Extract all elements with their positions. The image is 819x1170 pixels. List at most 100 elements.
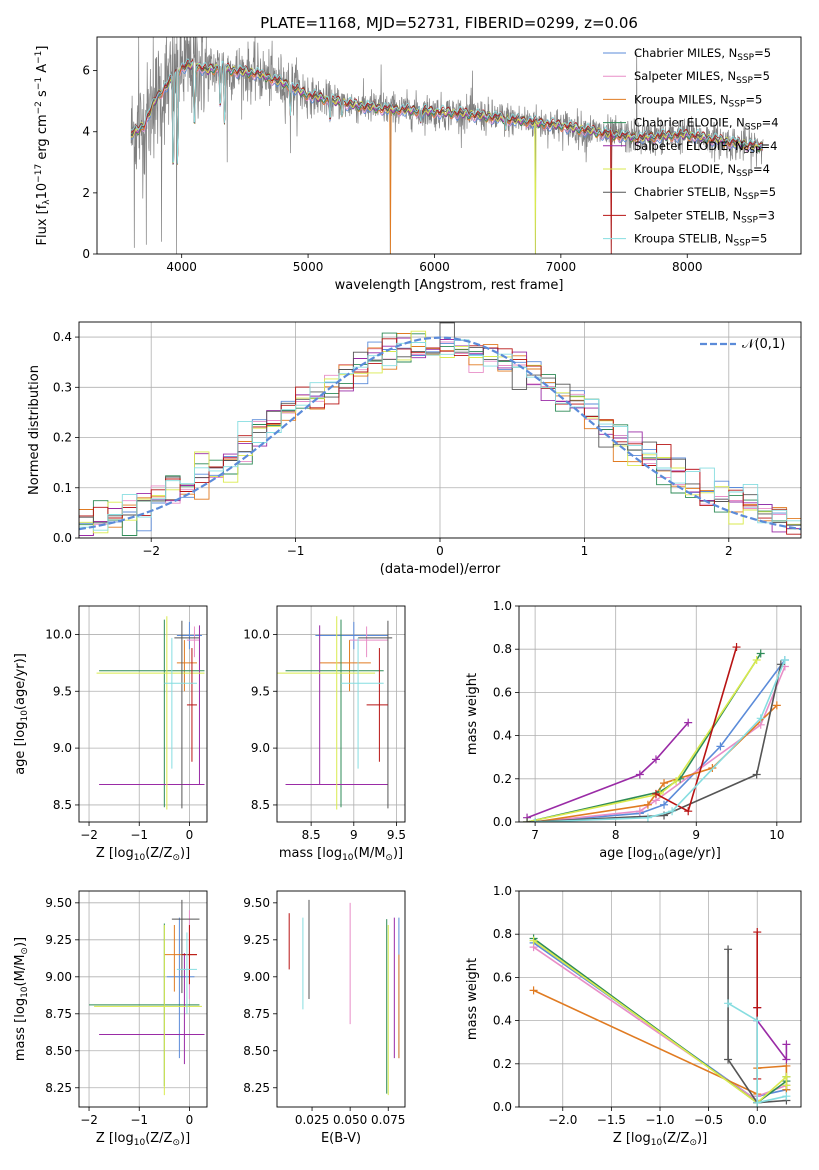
weight-line-kroupa_miles <box>534 704 778 822</box>
y-tick-label: 8.5 <box>53 798 72 812</box>
x-axis-label-post: (M/M <box>354 846 386 861</box>
x-tick-label: 0.0 <box>748 1113 767 1127</box>
legend-entry-salpeter_elodie-end: =4 <box>761 139 778 153</box>
x-axis-label-end: )] <box>393 846 403 861</box>
x-axis-label-sub2: ⊙ <box>172 853 180 863</box>
x-tick-label: 8000 <box>672 260 703 274</box>
y-axis-label: Normed distribution <box>27 365 42 495</box>
y-axis-label-post3: A <box>35 64 50 77</box>
axes-weight_vs_Z: −2.0 −1.5 −1.0 −0.5 0.0 0.0 0.2 0.4 0.6 0.8 1.0 Z [… <box>465 884 802 1148</box>
weight-marker-kroupa_miles <box>660 779 669 788</box>
x-axis-label-end: )] <box>180 846 190 861</box>
legend: Chabrier MILES, NSSP=5 Salpeter MILES, NS… <box>603 46 779 249</box>
x-tick-label: 8.5 <box>302 828 321 842</box>
chart-title: PLATE=1168, MJD=52731, FIBERID=0299, z=0… <box>260 14 638 32</box>
y-tick-label: 8.75 <box>243 1007 270 1021</box>
x-tick-label: −2.0 <box>548 1113 577 1127</box>
weight-marker-kroupa_stelib <box>782 1092 791 1101</box>
legend-entry-salpeter_stelib: Salpeter STELIB, NSSP=3 <box>634 208 775 225</box>
x-tick-label: −2 <box>142 544 160 558</box>
weight-marker-kroupa_stelib <box>643 813 652 822</box>
plot-area-mass_vs_Z <box>79 891 207 1107</box>
x-axis-label: Z [log10(Z/Z⊙)] <box>96 1131 190 1148</box>
weight-marker-salpeter_stelib <box>651 789 660 798</box>
plot-area-age_vs_mass <box>277 606 405 822</box>
legend-entry-chabrier_elodie-sub: SSP <box>745 123 762 133</box>
legend-entry-kroupa_elodie: Kroupa ELODIE, NSSP=4 <box>634 162 770 179</box>
weight-marker-salpeter_miles <box>635 807 644 816</box>
x-tick-label: 9.5 <box>387 828 406 842</box>
y-axis-label-sup3: −1 <box>34 77 44 90</box>
legend-entry-salpeter_elodie: Salpeter ELODIE, NSSP=4 <box>634 139 777 156</box>
axes-frame <box>78 605 208 823</box>
weight-marker-chabrier_stelib <box>724 1055 733 1064</box>
x-tick-label: 9 <box>350 828 358 842</box>
legend-entry-salpeter_miles: Salpeter MILES, NSSP=5 <box>634 69 770 86</box>
x-axis-label: wavelength [Angstrom, rest frame] <box>335 278 564 293</box>
x-axis-label-sub2: ⊙ <box>172 1138 180 1148</box>
y-tick-label: 0.6 <box>493 970 512 984</box>
plot-area-age_vs_Z <box>79 606 207 822</box>
y-tick-label: 0.4 <box>53 330 72 344</box>
x-tick-label: 0.050 <box>333 1113 367 1127</box>
x-tick-label: −1.5 <box>597 1113 626 1127</box>
x-axis-label: Z [log10(Z/Z⊙)] <box>96 846 190 863</box>
y-axis-label-sub: λ <box>42 199 52 205</box>
y-tick-label: 9.50 <box>45 896 72 910</box>
y-axis-label-pre: mass [log <box>13 998 28 1061</box>
x-tick-label: −2 <box>80 828 98 842</box>
weight-marker-salpeter_stelib <box>732 643 741 652</box>
legend-entry-chabrier_elodie-end: =4 <box>762 116 779 130</box>
weight-marker-chabrier_stelib <box>752 770 761 779</box>
y-axis-label: age [log10(age/yr)] <box>13 653 30 775</box>
y-tick-label: 9.5 <box>53 684 72 698</box>
y-axis-label-pre: Flux [f <box>35 204 50 245</box>
legend-entry-chabrier_elodie-pre: Chabrier ELODIE, N <box>634 116 745 130</box>
plot-area-weight_vs_age <box>519 606 801 822</box>
y-axis-label-pre: age [log <box>13 722 28 775</box>
x-axis-label-post: (age/yr)] <box>664 846 721 861</box>
legend-entry-salpeter_miles-sub: SSP <box>736 76 753 86</box>
x-tick-label: 0.025 <box>295 1113 329 1127</box>
legend-entry-kroupa_miles-sub: SSP <box>729 99 746 109</box>
weight-line-chabrier_stelib <box>527 664 782 822</box>
y-tick-label: 9.25 <box>243 933 270 947</box>
y-tick-label: 0.1 <box>53 481 72 495</box>
y-tick-label: 0 <box>82 247 90 261</box>
weight-marker-kroupa_miles <box>643 800 652 809</box>
y-tick-label: 8.50 <box>45 1044 72 1058</box>
weight-line-salpeter_elodie <box>756 1007 788 1062</box>
legend-entry-kroupa_stelib-pre: Kroupa STELIB, N <box>634 232 734 246</box>
weight-marker-chabrier_elodie <box>756 649 765 658</box>
x-axis-label-pre: mass [log <box>279 846 342 861</box>
legend-entry-kroupa_stelib: Kroupa STELIB, NSSP=5 <box>634 232 767 249</box>
weight-marker-kroupa_stelib <box>753 1098 762 1107</box>
y-tick-label: 2 <box>82 186 90 200</box>
axes-age_vs_Z: −1 0−28.59.09.510.0Z [log10(Z/Z⊙)]age [lo… <box>13 605 208 863</box>
weight-marker-kroupa_stelib <box>724 999 733 1008</box>
legend-entry-chabrier_stelib-sub: SSP <box>742 192 759 202</box>
x-axis-label-sub2: ⊙ <box>385 853 393 863</box>
weight-line-kroupa_elodie <box>533 940 788 1104</box>
legend-entry-kroupa_elodie-sub: SSP <box>736 169 753 179</box>
x-axis-label: (data-model)/error <box>380 562 501 577</box>
y-tick-label: 0.2 <box>493 772 512 786</box>
axes-spectrum: 4000 5000 6000 7000 8000 0 2 4 6 PLATE=1168, MJD=… <box>34 14 802 293</box>
legend-entry-kroupa_miles-pre: Kroupa MILES, N <box>634 92 729 106</box>
x-tick-label: 4000 <box>166 260 197 274</box>
x-axis-label: age [log10(age/yr)] <box>599 846 721 863</box>
x-axis-label-post: (Z/Z <box>662 1131 689 1146</box>
x-tick-label: 1 <box>581 544 589 558</box>
y-tick-label: 8.25 <box>45 1081 72 1095</box>
legend-entry-kroupa_stelib-end: =5 <box>750 232 767 246</box>
y-tick-label: 0.8 <box>493 642 512 656</box>
weight-marker-kroupa_elodie <box>782 1081 791 1090</box>
x-tick-label: 0 <box>436 544 444 558</box>
legend-entry-chabrier_elodie: Chabrier ELODIE, NSSP=4 <box>634 116 779 133</box>
x-tick-label: 2 <box>725 544 733 558</box>
legend-entry-salpeter_stelib-pre: Salpeter STELIB, N <box>634 208 741 222</box>
weight-marker-salpeter_stelib <box>684 807 693 816</box>
legend-entry-chabrier_miles: Chabrier MILES, NSSP=5 <box>634 46 771 63</box>
weight-marker-kroupa_miles <box>529 986 538 995</box>
